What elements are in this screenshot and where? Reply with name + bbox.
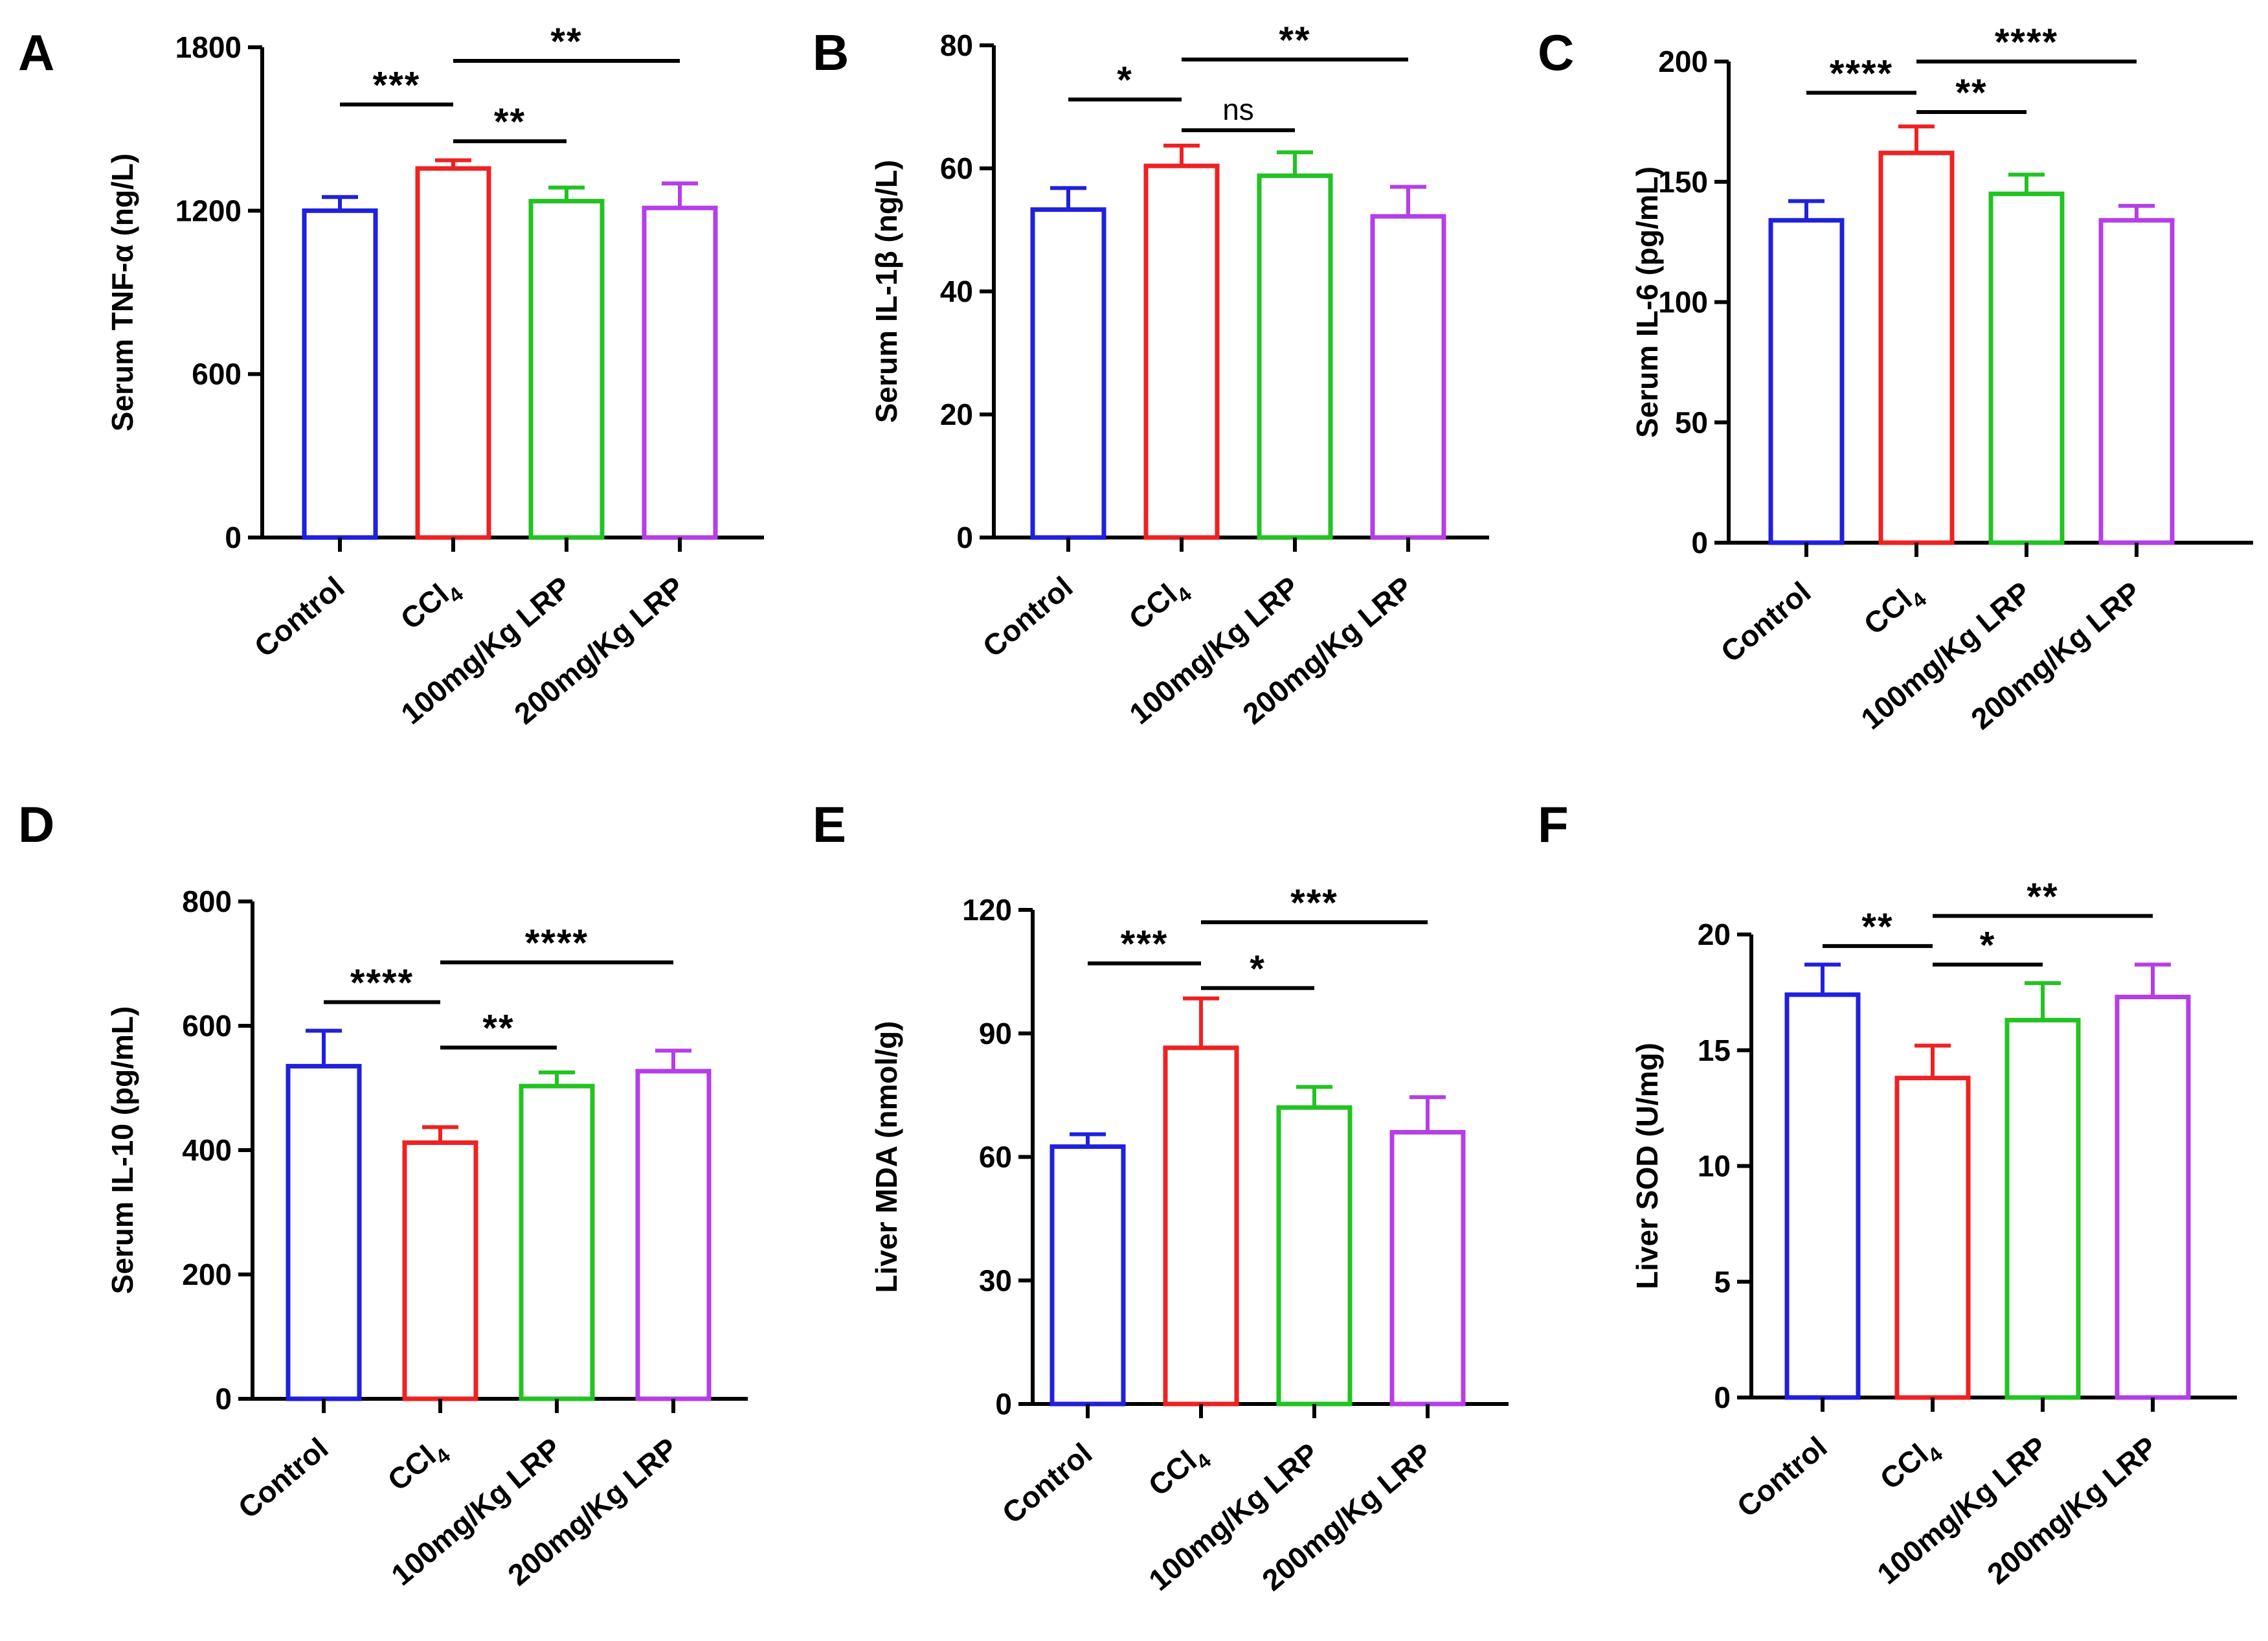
panel-f-y-axis-title: Liver SOD (U/mg): [1630, 1043, 1664, 1289]
panel-c-letter: C: [1538, 24, 1574, 81]
panel-e-y-tick-label: 90: [979, 1017, 1012, 1050]
panel-d-y-tick-label: 200: [182, 1258, 232, 1291]
panel-f-y-tick-label: 0: [1714, 1381, 1731, 1414]
panel-d-y-tick-label: 0: [215, 1382, 232, 1416]
panel-c-y-axis-title: Serum IL-6 (pg/mL): [1630, 166, 1664, 438]
panel-d-letter: D: [18, 796, 54, 853]
panel-c-y-tick-label: 0: [1691, 526, 1708, 560]
panel-f-significance-label: *: [1980, 924, 1996, 966]
panel-b-y-tick-label: 60: [940, 152, 973, 185]
panel-d-significance-label: ****: [525, 922, 589, 964]
panel-c-significance-label: **: [1955, 72, 1987, 114]
panel-f-letter: F: [1538, 796, 1569, 853]
panel-e-y-tick-label: 60: [979, 1140, 1012, 1174]
panel-d-significance-label: ****: [350, 962, 414, 1004]
panel-b-significance-label: ns: [1222, 93, 1254, 126]
panel-e-y-tick-label: 30: [979, 1263, 1012, 1297]
panel-b-y-tick-label: 0: [956, 521, 973, 554]
panel-f-y-tick-label: 20: [1698, 918, 1731, 951]
panel-a-letter: A: [18, 24, 54, 81]
panel-b-y-tick-label: 40: [940, 275, 973, 308]
panel-a-significance-label: **: [494, 101, 526, 143]
panel-f-y-tick-label: 15: [1698, 1034, 1731, 1067]
panel-c-significance-label: ****: [1830, 52, 1893, 95]
panel-d-y-tick-label: 600: [182, 1009, 232, 1043]
panel-f-significance-label: **: [2027, 876, 2058, 918]
panel-c-y-tick-label: 100: [1658, 286, 1708, 319]
panel-a-y-tick-label: 0: [225, 521, 241, 554]
panel-a-significance-label: ***: [373, 64, 421, 106]
panel-b-significance-label: *: [1117, 60, 1133, 102]
panel-e-significance-label: *: [1250, 948, 1266, 990]
panel-d-y-tick-label: 400: [182, 1133, 232, 1167]
panel-a-y-tick-label: 1800: [175, 30, 241, 64]
panel-d-y-tick-label: 800: [182, 885, 232, 918]
panel-a-y-axis-title: Serum TNF-α (ng/L): [106, 153, 139, 431]
panel-c-significance-label: ****: [1995, 21, 2058, 63]
panel-f-significance-label: **: [1861, 906, 1893, 948]
panel-e-letter: E: [813, 796, 846, 853]
panel-e-significance-label: ***: [1290, 882, 1338, 924]
panel-e-y-axis-title: Liver MDA (nmol/g): [870, 1021, 903, 1293]
panel-d-y-axis-title: Serum IL-10 (pg/mL): [106, 1006, 139, 1295]
panel-a-significance-label: **: [550, 21, 582, 63]
panel-f-y-tick-label: 10: [1698, 1149, 1731, 1183]
panel-b-significance-label: **: [1279, 19, 1310, 62]
panel-e-y-tick-label: 0: [995, 1387, 1012, 1421]
panel-b-y-axis-title: Serum IL-1β (ng/L): [870, 160, 903, 423]
panel-b-letter: B: [813, 24, 849, 81]
panel-b-y-tick-label: 20: [940, 398, 973, 431]
panel-c-y-tick-label: 50: [1675, 405, 1708, 439]
panel-c-y-tick-label: 200: [1658, 45, 1708, 78]
panel-a-y-tick-label: 1200: [175, 194, 241, 227]
panel-d-significance-label: **: [482, 1008, 514, 1050]
panel-b-y-tick-label: 80: [940, 28, 973, 62]
panel-c-y-tick-label: 150: [1658, 165, 1708, 199]
panel-e-y-tick-label: 120: [962, 893, 1012, 927]
panel-a-y-tick-label: 600: [192, 357, 241, 391]
panel-f-y-tick-label: 5: [1714, 1265, 1731, 1298]
panel-e-significance-label: ***: [1121, 923, 1169, 966]
